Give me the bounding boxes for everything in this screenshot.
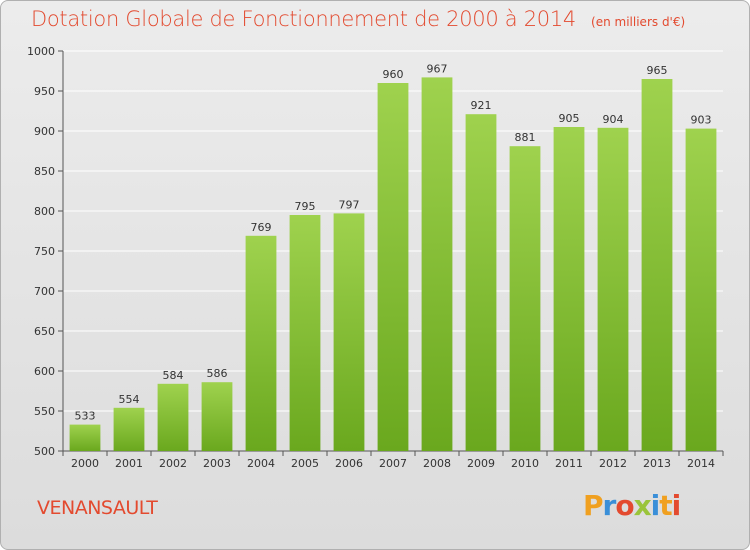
logo-letter: x xyxy=(633,489,652,522)
bar xyxy=(641,79,673,451)
x-tick-label: 2011 xyxy=(555,457,583,470)
y-tick-label: 550 xyxy=(34,405,55,418)
logo-letter: P xyxy=(583,489,604,522)
x-tick-label: 2005 xyxy=(291,457,319,470)
x-tick-label: 2003 xyxy=(203,457,231,470)
bar xyxy=(465,114,497,451)
data-label: 967 xyxy=(427,62,448,75)
chart-title: Dotation Globale de Fonctionnement de 20… xyxy=(31,7,685,31)
y-tick-label: 1000 xyxy=(27,45,55,58)
y-tick-label: 900 xyxy=(34,125,55,138)
logo-letter: t xyxy=(659,489,672,522)
data-label: 921 xyxy=(471,99,492,112)
bar xyxy=(201,382,233,451)
logo-letter: r xyxy=(602,489,617,522)
data-label: 554 xyxy=(119,393,140,406)
y-tick-label: 650 xyxy=(34,325,55,338)
logo-letter: o xyxy=(615,489,634,522)
data-label: 905 xyxy=(559,112,580,125)
bar xyxy=(553,127,585,451)
data-label: 769 xyxy=(251,221,272,234)
bar xyxy=(289,215,321,451)
y-tick-label: 800 xyxy=(34,205,55,218)
data-label: 960 xyxy=(383,68,404,81)
bar xyxy=(421,77,453,452)
data-label: 795 xyxy=(295,200,316,213)
bar xyxy=(685,128,717,451)
y-tick-label: 950 xyxy=(34,85,55,98)
x-tick-label: 2004 xyxy=(247,457,275,470)
logo-letter: i xyxy=(671,489,682,522)
proxiti-logo: Proxiti xyxy=(583,489,682,522)
value-labels: 533 554 584 586 769 795 797 960 967 921 881 905 904 9… xyxy=(75,62,712,422)
y-tick-label: 850 xyxy=(34,165,55,178)
city-name: VENANSAULT xyxy=(37,497,158,519)
x-tick-label: 2007 xyxy=(379,457,407,470)
bar xyxy=(509,146,541,451)
x-tick-label: 2012 xyxy=(599,457,627,470)
chart-unit-text: (en milliers d'€) xyxy=(591,15,686,29)
x-tick-label: 2006 xyxy=(335,457,363,470)
bar xyxy=(69,424,101,451)
data-label: 903 xyxy=(691,114,712,127)
x-tick-label: 2001 xyxy=(115,457,143,470)
bar xyxy=(157,383,189,451)
bar xyxy=(597,127,629,452)
x-tick-label: 2010 xyxy=(511,457,539,470)
x-tick-label: 2013 xyxy=(643,457,671,470)
x-tick-label: 2008 xyxy=(423,457,451,470)
x-tick-label: 2002 xyxy=(159,457,187,470)
bar xyxy=(245,235,277,451)
data-label: 904 xyxy=(603,113,624,126)
x-tick-label: 2014 xyxy=(687,457,715,470)
data-label: 586 xyxy=(207,367,228,380)
y-tick-label: 750 xyxy=(34,245,55,258)
x-tick-label: 2000 xyxy=(71,457,99,470)
y-tick-label: 500 xyxy=(34,445,55,458)
data-label: 965 xyxy=(647,64,668,77)
data-label: 881 xyxy=(515,131,536,144)
y-tick-label: 700 xyxy=(34,285,55,298)
x-tick-label: 2009 xyxy=(467,457,495,470)
bar xyxy=(333,213,365,451)
logo-letter: i xyxy=(650,489,661,522)
y-tick-label: 600 xyxy=(34,365,55,378)
data-label: 797 xyxy=(339,198,360,211)
data-label: 533 xyxy=(75,410,96,423)
chart-title-text: Dotation Globale de Fonctionnement de 20… xyxy=(31,7,576,31)
bar xyxy=(113,407,145,451)
bars xyxy=(69,77,717,452)
bar xyxy=(377,83,409,451)
data-label: 584 xyxy=(163,369,184,382)
